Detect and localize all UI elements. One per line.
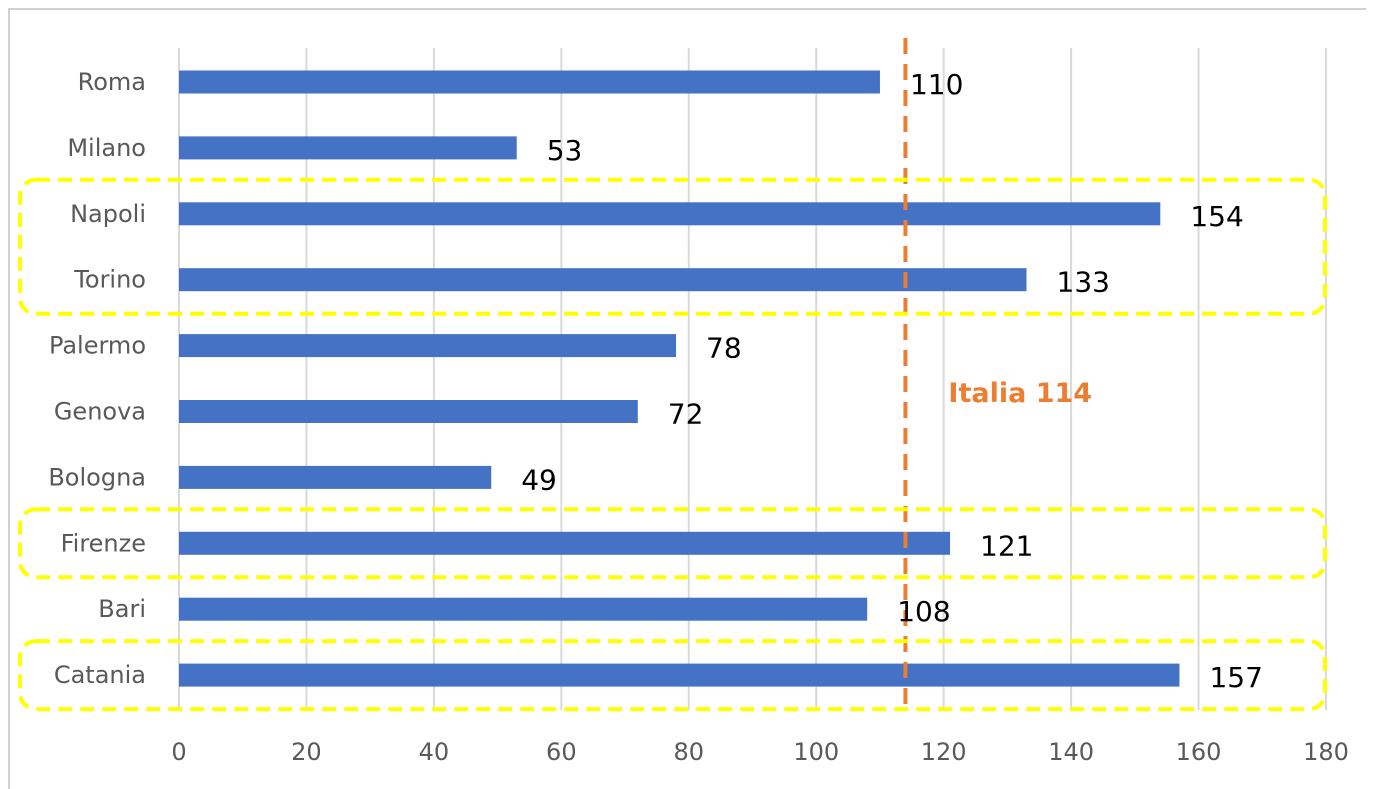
data-label-genova: 72 [668, 398, 704, 431]
x-tick-label-100: 100 [793, 738, 839, 766]
x-tick-label-20: 20 [291, 738, 322, 766]
data-label-torino: 133 [1057, 266, 1110, 299]
category-label-bari: Bari [98, 595, 146, 623]
bar-roma [179, 70, 880, 94]
highlight-box-2 [18, 507, 1327, 580]
x-tick-label-60: 60 [546, 738, 577, 766]
data-label-palermo: 78 [706, 332, 742, 365]
data-label-bologna: 49 [521, 463, 557, 496]
x-tick-label-140: 140 [1048, 738, 1094, 766]
label-layer: 0 20 40 60 80 100 120 140 160 180 Roma 110 Milano 53 N… [48, 68, 1349, 766]
highlight-layer [18, 177, 1327, 712]
bar-palermo [179, 334, 677, 358]
data-label-bari: 108 [897, 595, 950, 628]
category-label-firenze: Firenze [61, 529, 146, 557]
bar-milano [179, 136, 517, 160]
x-tick-label-160: 160 [1176, 738, 1222, 766]
highlight-box-3 [18, 639, 1327, 712]
category-label-catania: Catania [54, 661, 146, 689]
bar-genova [179, 400, 638, 423]
data-label-napoli: 154 [1190, 200, 1243, 233]
category-label-palermo: Palermo [49, 332, 146, 360]
data-label-catania: 157 [1209, 661, 1262, 694]
reference-label: Italia 114 [948, 378, 1092, 409]
x-tick-label-80: 80 [674, 738, 705, 766]
bar-firenze [179, 531, 951, 555]
category-label-torino: Torino [73, 266, 146, 294]
bar-catania [179, 663, 1180, 687]
data-label-roma: 110 [910, 68, 963, 101]
x-tick-label-180: 180 [1303, 738, 1349, 766]
x-tick-label-0: 0 [171, 738, 186, 766]
chart-frame [8, 8, 1366, 789]
data-label-firenze: 121 [980, 529, 1033, 562]
bar-torino [179, 268, 1027, 292]
bar-bari [179, 597, 868, 621]
bar-bologna [179, 465, 492, 489]
bar-napoli [179, 202, 1161, 226]
x-tick-label-40: 40 [419, 738, 450, 766]
category-label-genova: Genova [54, 398, 146, 426]
category-label-milano: Milano [67, 134, 146, 162]
category-label-bologna: Bologna [48, 463, 146, 491]
highlight-box-1 [18, 177, 1327, 316]
category-label-napoli: Napoli [70, 200, 146, 228]
bar-layer [179, 70, 1180, 687]
category-label-roma: Roma [78, 68, 146, 96]
data-label-milano: 53 [547, 134, 583, 167]
x-tick-label-120: 120 [921, 738, 967, 766]
